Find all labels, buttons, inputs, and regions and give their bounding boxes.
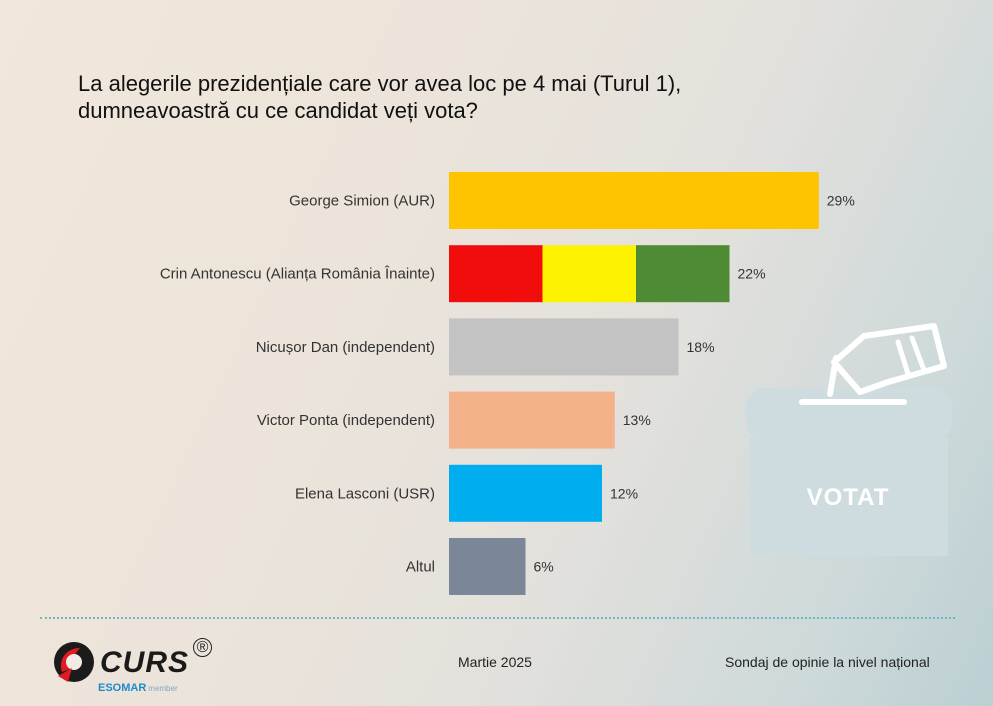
logo-text: CURS <box>100 646 190 679</box>
bar-segment <box>542 245 637 303</box>
bar <box>449 391 615 449</box>
value-label: 6% <box>534 559 554 575</box>
bar <box>449 464 602 522</box>
bar <box>449 538 526 595</box>
footer-divider <box>40 617 955 619</box>
category-label: Elena Lasconi (USR) <box>295 485 435 502</box>
value-label: 18% <box>687 339 715 355</box>
esomar-member: member <box>148 684 178 693</box>
value-label: 29% <box>827 193 855 209</box>
title-line-1: La alegerile prezidențiale care vor avea… <box>78 71 682 96</box>
category-label: Nicușor Dan (independent) <box>256 339 435 356</box>
esomar-badge: ESOMAR member <box>98 682 178 694</box>
esomar-label: ESOMAR <box>98 682 147 694</box>
registered-mark: ® <box>193 638 212 657</box>
ballot-box-label: VOTAT <box>806 484 890 511</box>
survey-date: Martie 2025 <box>458 654 532 670</box>
title-line-2: dumneavoastră cu ce candidat veți vota? <box>78 98 478 123</box>
bar-segment <box>636 245 730 303</box>
category-label: Crin Antonescu (Alianța România Înainte) <box>160 266 435 283</box>
bar <box>449 318 679 376</box>
bar-group: Crin Antonescu (Alianța România Înainte)… <box>160 245 766 303</box>
category-label: George Simion (AUR) <box>289 193 435 210</box>
category-label: Altul <box>406 559 435 576</box>
ballot-box-icon <box>746 323 952 556</box>
chart-title: La alegerile prezidențiale care vor avea… <box>78 70 838 124</box>
bar-group: George Simion (AUR) 29% <box>289 172 855 229</box>
curs-logo-icon <box>54 642 94 682</box>
bar-chart: George Simion (AUR) 29% Crin Antonescu (Al… <box>160 172 855 595</box>
bar-group: Altul 6% <box>406 538 554 595</box>
bar-group: Victor Ponta (independent) 13% <box>257 391 651 449</box>
value-label: 22% <box>738 266 766 282</box>
bar-segment <box>449 245 543 303</box>
bar-group: Elena Lasconi (USR) 12% <box>295 464 638 522</box>
survey-source: Sondaj de opinie la nivel național <box>725 654 930 670</box>
category-label: Victor Ponta (independent) <box>257 412 435 429</box>
value-label: 12% <box>610 485 638 501</box>
value-label: 13% <box>623 412 651 428</box>
bar-group: Nicușor Dan (independent) 18% <box>256 318 715 376</box>
bar <box>449 172 819 229</box>
